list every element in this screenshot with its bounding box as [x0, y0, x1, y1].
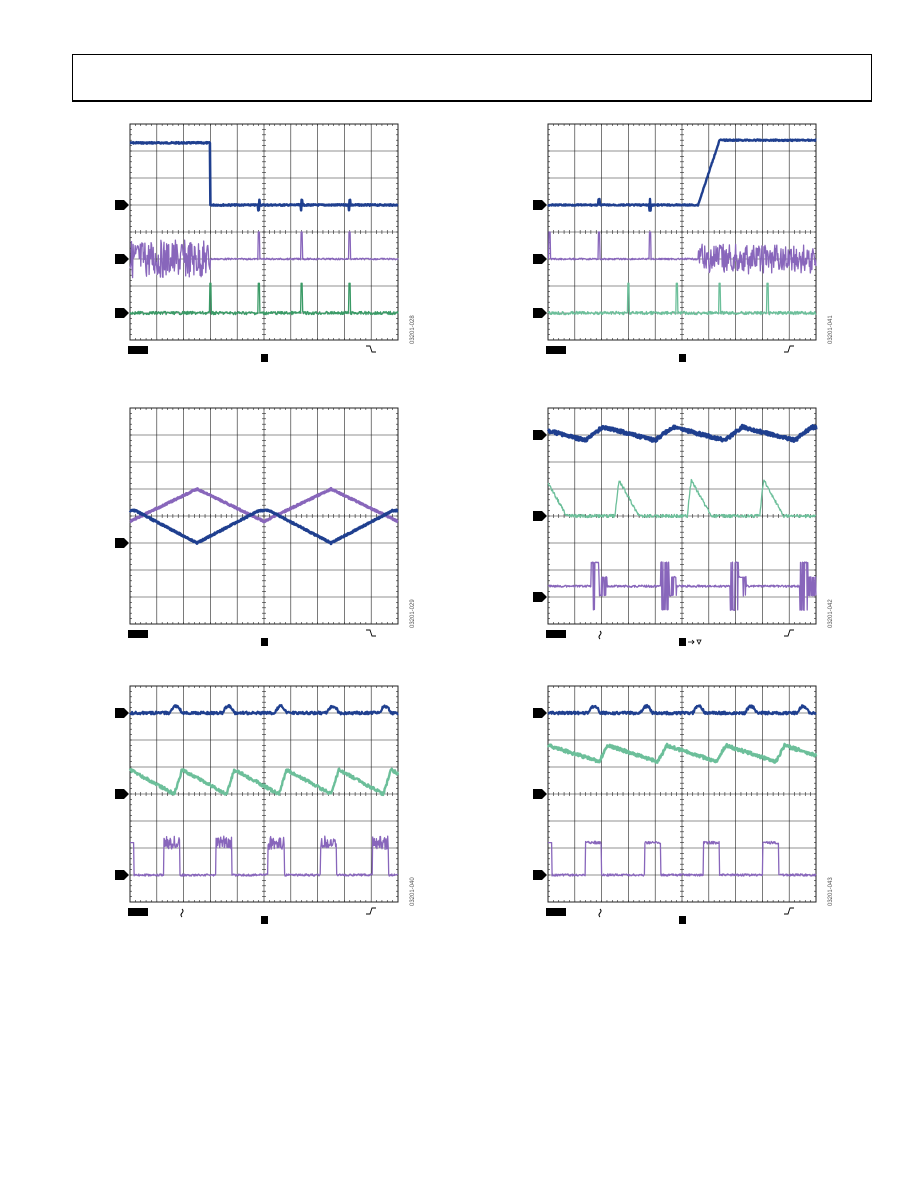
figure-id: 03201-028 — [410, 315, 416, 344]
scope-screen: 03201-028 — [115, 123, 416, 362]
trace-purple-3 — [547, 840, 817, 877]
channel-marker-3 — [115, 308, 129, 318]
oscilloscope-capture-1: 03201-028 — [110, 120, 420, 372]
trigger-position-marker — [261, 638, 268, 646]
page-header-box — [72, 54, 872, 102]
figure-id: 03201-040 — [410, 877, 416, 906]
channel-readout-block — [128, 346, 148, 354]
figure-id: 03201-041 — [828, 315, 834, 344]
channel-marker-3 — [115, 870, 129, 880]
figure-id: 03201-043 — [828, 877, 834, 906]
trigger-position-marker — [261, 916, 268, 924]
channel-marker-1 — [115, 708, 129, 718]
trigger-position-marker — [679, 638, 686, 646]
trace-teal-2 — [547, 478, 817, 519]
channel-readout-block — [128, 630, 148, 638]
channel-marker-2 — [115, 538, 129, 548]
trace-purple-3 — [129, 835, 399, 877]
channel-marker-2 — [533, 511, 547, 521]
trigger-slope-icon — [784, 345, 794, 353]
trace-purple-2 — [129, 231, 399, 279]
scope-grid — [129, 123, 399, 341]
channel-marker-1 — [533, 430, 547, 440]
bandwidth-limit-icon — [180, 908, 184, 918]
figure-id: 03201-042 — [828, 599, 834, 628]
scope-screen: 03201-040 — [115, 685, 416, 924]
trigger-position-marker — [679, 354, 686, 362]
trigger-slope-icon — [784, 907, 794, 915]
trace-blue-1 — [129, 140, 399, 212]
trace-blue-1 — [547, 138, 817, 212]
trigger-offset-icon — [688, 639, 702, 645]
channel-marker-2 — [115, 254, 129, 264]
scope-screen: 03201-043 — [533, 685, 834, 924]
trace-blue-1 — [546, 423, 818, 443]
channel-readout-block — [546, 346, 566, 354]
oscilloscope-capture-2: 03201-041 — [528, 120, 838, 372]
trigger-position-marker — [261, 354, 268, 362]
trigger-slope-icon — [784, 629, 794, 637]
channel-marker-1 — [533, 200, 547, 210]
trigger-slope-icon — [366, 629, 376, 637]
trace-blue-1 — [547, 703, 817, 716]
trigger-position-marker — [679, 916, 686, 924]
bandwidth-limit-icon — [598, 630, 602, 640]
trace-green-3 — [129, 282, 399, 316]
figure-id: 03201-029 — [410, 599, 416, 628]
oscilloscope-capture-4: 03201-042 — [528, 404, 838, 656]
trace-blue-1 — [128, 703, 399, 716]
scope-screen: 03201-042 — [533, 407, 834, 646]
channel-marker-2 — [533, 789, 547, 799]
scope-grid — [129, 407, 399, 625]
trigger-slope-icon — [366, 345, 376, 353]
oscilloscope-capture-5: 03201-040 — [110, 682, 420, 934]
scope-grid — [547, 123, 817, 341]
oscilloscope-capture-6: 03201-043 — [528, 682, 838, 934]
channel-marker-3 — [533, 870, 547, 880]
trigger-slope-icon — [366, 907, 376, 915]
bandwidth-limit-icon — [598, 908, 602, 918]
trace-teal-3 — [547, 282, 817, 316]
channel-marker-1 — [533, 708, 547, 718]
scope-screen: 03201-029 — [115, 407, 416, 646]
trace-purple-1 — [129, 486, 399, 524]
channel-marker-2 — [115, 789, 129, 799]
trace-purple-3 — [547, 561, 817, 612]
channel-marker-2 — [533, 254, 547, 264]
trace-blue-2 — [128, 508, 399, 546]
channel-marker-3 — [533, 592, 547, 602]
trace-purple-2 — [547, 231, 817, 275]
channel-marker-3 — [533, 308, 547, 318]
trace-teal-2 — [546, 742, 818, 764]
channel-readout-block — [546, 908, 566, 916]
oscilloscope-capture-3: 03201-029 — [110, 404, 420, 656]
channel-marker-1 — [115, 200, 129, 210]
channel-readout-block — [128, 908, 148, 916]
channel-readout-block — [546, 630, 566, 638]
scope-grid — [547, 685, 817, 903]
trace-teal-2 — [128, 767, 400, 797]
scope-screen: 03201-041 — [533, 123, 834, 362]
